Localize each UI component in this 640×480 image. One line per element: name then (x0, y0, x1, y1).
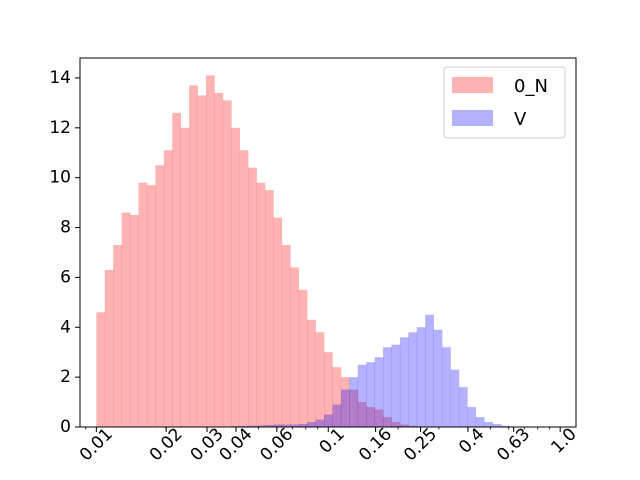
bar-0_N-2 (113, 244, 122, 427)
legend-swatch-0_N (452, 77, 493, 93)
bar-V-27 (324, 414, 333, 427)
bar-V-47 (492, 424, 502, 427)
bar-V-48 (501, 425, 510, 427)
bar-0_N-25 (307, 319, 316, 427)
bar-0_N-27 (324, 352, 333, 427)
legend-label-V: V (514, 109, 527, 130)
bar-0_N-15 (222, 100, 232, 427)
bar-0_N-32 (366, 407, 375, 427)
bar-0_N-13 (205, 75, 215, 427)
bar-V-35 (391, 344, 401, 427)
x-tick-label: 0.01 (76, 424, 117, 465)
bar-V-21 (273, 424, 283, 427)
bar-V-28 (332, 404, 342, 427)
legend-box (443, 66, 566, 139)
bar-0_N-33 (374, 409, 384, 427)
bar-0_N-18 (248, 167, 257, 427)
x-tick-label: 0.63 (493, 424, 534, 465)
bar-V-19 (256, 425, 266, 427)
bar-V-25 (307, 422, 316, 427)
x-tick-label: 0.25 (400, 424, 441, 465)
bar-0_N-12 (197, 95, 207, 428)
legend: 0_N V (443, 66, 566, 139)
bar-0_N-9 (172, 112, 181, 427)
bar-0_N-29 (340, 377, 350, 427)
bar-0_N-14 (214, 92, 224, 427)
bar-0_N-24 (298, 289, 308, 427)
bar-0_N-35 (391, 422, 401, 427)
bar-V-38 (416, 327, 426, 427)
bar-0_N-37 (408, 425, 418, 427)
bar-V-29 (340, 389, 350, 427)
bar-0_N-0 (96, 312, 106, 427)
bar-V-22 (281, 424, 291, 427)
x-tick-label: 0.1 (316, 424, 349, 457)
legend-label-0_N: 0_N (514, 76, 548, 97)
bar-0_N-28 (332, 367, 342, 427)
y-tick-label: 2 (60, 367, 71, 387)
y-tick-label: 12 (49, 118, 71, 138)
bar-V-42 (450, 369, 460, 427)
y-tick-label: 10 (49, 168, 71, 188)
bar-V-39 (425, 314, 434, 427)
bar-V-26 (315, 419, 325, 427)
bar-V-20 (265, 425, 274, 427)
bar-0_N-3 (121, 212, 131, 427)
bar-V-18 (248, 425, 257, 427)
bar-0_N-4 (130, 215, 139, 427)
bar-0_N-34 (383, 417, 392, 427)
bar-V-40 (433, 329, 443, 427)
bar-0_N-36 (399, 424, 409, 427)
x-tick-label: 0.16 (355, 424, 396, 465)
bar-0_N-16 (231, 127, 241, 427)
bar-0_N-19 (256, 182, 266, 427)
bar-V-41 (442, 347, 451, 427)
bar-V-33 (374, 357, 384, 427)
bar-0_N-21 (273, 217, 283, 427)
bar-V-31 (357, 364, 367, 427)
bar-V-37 (408, 332, 418, 427)
bar-0_N-11 (189, 85, 198, 428)
bar-V-45 (475, 417, 485, 427)
bar-0_N-31 (357, 402, 367, 427)
y-tick-label: 0 (60, 417, 71, 437)
y-tick-label: 8 (60, 218, 71, 238)
x-tick-label: 0.4 (455, 424, 488, 457)
y-axis-ticks: 0 2 4 6 8 10 12 14 (49, 68, 80, 437)
legend-swatch-V (452, 110, 493, 126)
bar-0_N-6 (146, 185, 156, 427)
bar-V-32 (366, 362, 375, 427)
bar-V-34 (383, 347, 392, 427)
bar-0_N-1 (104, 269, 114, 427)
bar-0_N-10 (180, 127, 190, 427)
bar-V-30 (349, 377, 359, 427)
bar-0_N-7 (155, 165, 165, 427)
x-axis-ticks: 0.01 0.02 0.030.04 0.06 0.1 0.16 0.25 0.4 0.63 1.… (76, 424, 581, 465)
x-tick-label: 1.0 (547, 424, 580, 457)
bar-0_N-17 (239, 150, 249, 427)
bar-V-43 (458, 387, 468, 427)
x-tick-label: 0.02 (146, 424, 187, 465)
x-tick-label: 0.04 (216, 424, 257, 465)
bars-layer (96, 75, 527, 428)
bar-V-36 (399, 337, 409, 427)
bar-0_N-26 (315, 332, 325, 427)
bar-0_N-20 (265, 190, 274, 427)
bar-V-23 (290, 424, 300, 427)
bar-V-46 (484, 422, 493, 427)
bar-0_N-30 (349, 389, 359, 427)
bar-V-24 (298, 424, 308, 427)
y-tick-label: 4 (60, 317, 71, 337)
bar-V-44 (467, 407, 477, 427)
x-tick-label: 0.06 (256, 424, 297, 465)
y-tick-label: 6 (60, 267, 71, 287)
bar-0_N-8 (163, 150, 173, 427)
bar-0_N-22 (281, 244, 291, 427)
bar-0_N-23 (290, 267, 300, 427)
bar-0_N-5 (138, 182, 148, 427)
y-tick-label: 14 (49, 68, 71, 88)
